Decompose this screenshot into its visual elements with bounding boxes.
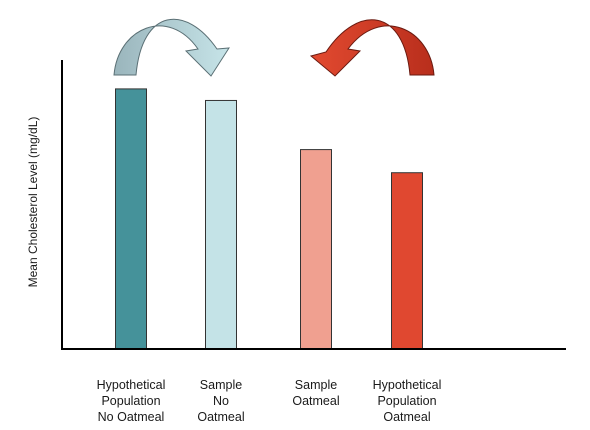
- bar-1: [115, 88, 147, 350]
- category-label-1: Hypothetical Population No Oatmeal: [97, 378, 166, 424]
- bar-4: [391, 172, 423, 350]
- bar-3: [300, 149, 332, 350]
- curved-arrow-right: [309, 19, 435, 77]
- y-axis-title: Mean Cholesterol Level (mg/dL): [26, 117, 40, 288]
- bar-2: [205, 99, 237, 350]
- category-label-4: Hypothetical Population Oatmeal: [373, 378, 442, 424]
- curved-arrow-left: [113, 18, 230, 77]
- category-label-3: Sample Oatmeal: [292, 378, 339, 408]
- category-label-2: Sample No Oatmeal: [197, 378, 244, 424]
